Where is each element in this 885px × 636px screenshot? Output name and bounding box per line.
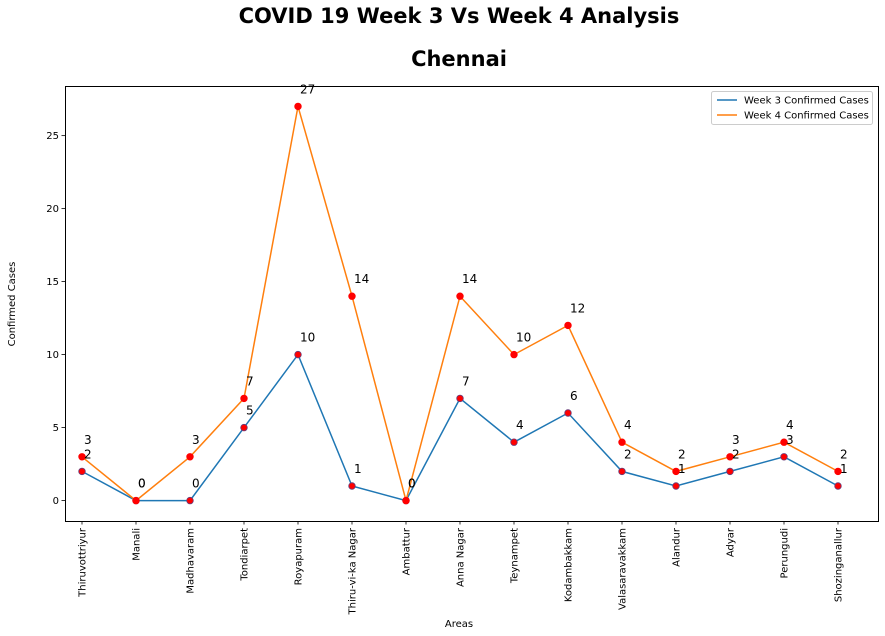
- marker-week-4: [726, 453, 734, 461]
- data-label-week-4: 3: [192, 433, 200, 447]
- marker-week-4: [780, 438, 788, 446]
- data-label-week-3: 7: [462, 374, 470, 388]
- x-tick-label: Ambattur: [402, 527, 413, 575]
- data-label-week-4: 3: [84, 433, 92, 447]
- data-label-week-3: 2: [84, 447, 92, 461]
- marker-week-4: [78, 453, 86, 461]
- data-label-week-3: 1: [840, 462, 848, 476]
- marker-week-4: [618, 438, 626, 446]
- data-label-week-3: 6: [570, 389, 578, 403]
- marker-week-3: [726, 467, 734, 476]
- marker-week-4: [186, 453, 194, 461]
- y-tick-label: 25: [46, 131, 59, 142]
- data-label-week-4: 4: [624, 418, 632, 432]
- data-label-week-3: 3: [786, 433, 794, 447]
- x-tick-label: Shozinganallur: [834, 527, 845, 602]
- data-label-week-3: 5: [246, 404, 254, 418]
- legend-box: [711, 91, 873, 125]
- data-label-week-4: 3: [732, 433, 740, 447]
- x-tick-label: Teynampet: [510, 528, 521, 584]
- data-label-week-4: 2: [840, 447, 848, 461]
- chart-subtitle: Chennai: [411, 47, 507, 71]
- x-tick-label: Manali: [132, 528, 143, 561]
- legend-label-week-3: Week 3 Confirmed Cases: [744, 96, 869, 107]
- x-tick-label: Perungudi: [780, 528, 791, 578]
- x-tick-label: Valasaravakkam: [618, 528, 629, 610]
- data-label-week-3: 2: [624, 447, 632, 461]
- x-tick-label: Royapuram: [294, 528, 305, 585]
- marker-week-3: [348, 482, 356, 490]
- data-label-week-3: 0: [138, 477, 146, 491]
- marker-week-3: [456, 394, 464, 403]
- marker-week-3: [618, 467, 626, 476]
- data-label-week-3: 10: [300, 331, 315, 345]
- marker-week-4: [240, 394, 248, 403]
- x-tick-label: Alandur: [672, 527, 683, 567]
- data-label-week-4: 7: [246, 374, 254, 388]
- marker-week-4: [672, 467, 680, 476]
- data-label-week-3: 1: [354, 462, 362, 476]
- marker-week-4: [402, 496, 410, 505]
- x-tick-label: Adyar: [726, 527, 737, 557]
- y-tick-label: 0: [53, 496, 59, 507]
- marker-week-3: [78, 467, 86, 476]
- marker-week-3: [672, 482, 680, 490]
- x-tick-label: Thiru-vi-ka Nagar: [348, 527, 359, 615]
- y-axis-label: Confirmed Cases: [7, 262, 18, 347]
- legend: Week 3 Confirmed Cases Week 4 Confirmed …: [711, 91, 873, 125]
- data-label-week-4: 0: [138, 477, 146, 491]
- data-label-week-3: 0: [192, 477, 200, 491]
- marker-week-4: [132, 496, 140, 505]
- data-label-week-4: 10: [516, 331, 531, 345]
- chart-title: COVID 19 Week 3 Vs Week 4 Analysis: [238, 4, 680, 28]
- marker-week-3: [186, 496, 194, 505]
- marker-week-3: [294, 350, 302, 359]
- data-label-week-4: 0: [408, 477, 416, 491]
- data-label-week-4: 4: [786, 418, 794, 432]
- x-tick-label: Madhavaram: [186, 528, 197, 594]
- x-tick-label: Tondiarpet: [240, 528, 251, 582]
- data-label-week-3: 4: [516, 418, 524, 432]
- legend-label-week-4: Week 4 Confirmed Cases: [744, 111, 869, 122]
- y-tick-label: 5: [53, 423, 59, 434]
- y-tick-label: 15: [46, 277, 59, 288]
- marker-week-4: [456, 292, 464, 300]
- x-tick-label: Thiruvottriyur: [78, 527, 89, 598]
- marker-week-4: [348, 292, 356, 300]
- data-label-week-4: 2: [678, 447, 686, 461]
- data-label-week-4: 12: [570, 301, 585, 315]
- marker-week-4: [294, 102, 302, 111]
- data-label-week-4: 14: [462, 272, 477, 286]
- data-label-week-3: 0: [408, 477, 416, 491]
- data-label-week-3: 2: [732, 447, 740, 461]
- data-label-week-3: 1: [678, 462, 686, 476]
- data-label-week-4: 27: [300, 82, 315, 96]
- marker-week-3: [834, 482, 842, 490]
- marker-week-4: [564, 321, 572, 330]
- marker-week-4: [834, 467, 842, 476]
- x-tick-label: Anna Nagar: [456, 527, 467, 587]
- marker-week-3: [510, 438, 518, 446]
- x-axis-label: Areas: [445, 619, 473, 630]
- data-label-week-4: 14: [354, 272, 369, 286]
- y-tick-label: 20: [46, 204, 59, 215]
- marker-week-3: [240, 423, 248, 432]
- marker-week-4: [510, 350, 518, 359]
- x-tick-label: Kodambakkam: [564, 528, 575, 602]
- plot-frame: [65, 86, 879, 522]
- y-tick-label: 10: [46, 350, 59, 361]
- marker-week-3: [780, 453, 788, 461]
- marker-week-3: [564, 409, 572, 417]
